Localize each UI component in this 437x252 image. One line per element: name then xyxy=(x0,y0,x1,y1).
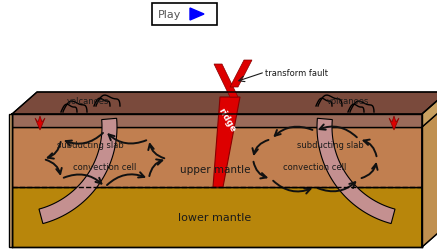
Polygon shape xyxy=(12,187,422,247)
Polygon shape xyxy=(422,106,437,247)
Polygon shape xyxy=(39,119,117,224)
Polygon shape xyxy=(317,119,395,224)
Polygon shape xyxy=(12,115,422,128)
Text: lower mantle: lower mantle xyxy=(178,212,252,222)
Polygon shape xyxy=(12,106,437,128)
Polygon shape xyxy=(422,165,437,247)
Polygon shape xyxy=(12,165,437,187)
Text: subducting slab: subducting slab xyxy=(297,141,364,150)
Polygon shape xyxy=(213,98,240,187)
Text: volcanoes: volcanoes xyxy=(327,96,369,105)
Polygon shape xyxy=(35,116,45,131)
Polygon shape xyxy=(389,116,399,131)
Text: convection cell: convection cell xyxy=(73,163,137,172)
Polygon shape xyxy=(9,115,12,247)
Text: subducting slab: subducting slab xyxy=(57,141,123,150)
Text: volcanoes: volcanoes xyxy=(67,96,109,105)
Polygon shape xyxy=(422,93,437,128)
Polygon shape xyxy=(230,61,252,88)
Polygon shape xyxy=(422,106,437,187)
Text: upper mantle: upper mantle xyxy=(180,164,250,174)
Polygon shape xyxy=(214,65,238,98)
Text: transform fault: transform fault xyxy=(265,68,328,77)
FancyBboxPatch shape xyxy=(152,4,217,26)
Polygon shape xyxy=(12,128,422,187)
Polygon shape xyxy=(12,93,437,115)
Text: ridge: ridge xyxy=(216,106,238,133)
Text: convection cell: convection cell xyxy=(283,163,347,172)
Text: Play: Play xyxy=(158,10,182,20)
Polygon shape xyxy=(190,9,204,21)
